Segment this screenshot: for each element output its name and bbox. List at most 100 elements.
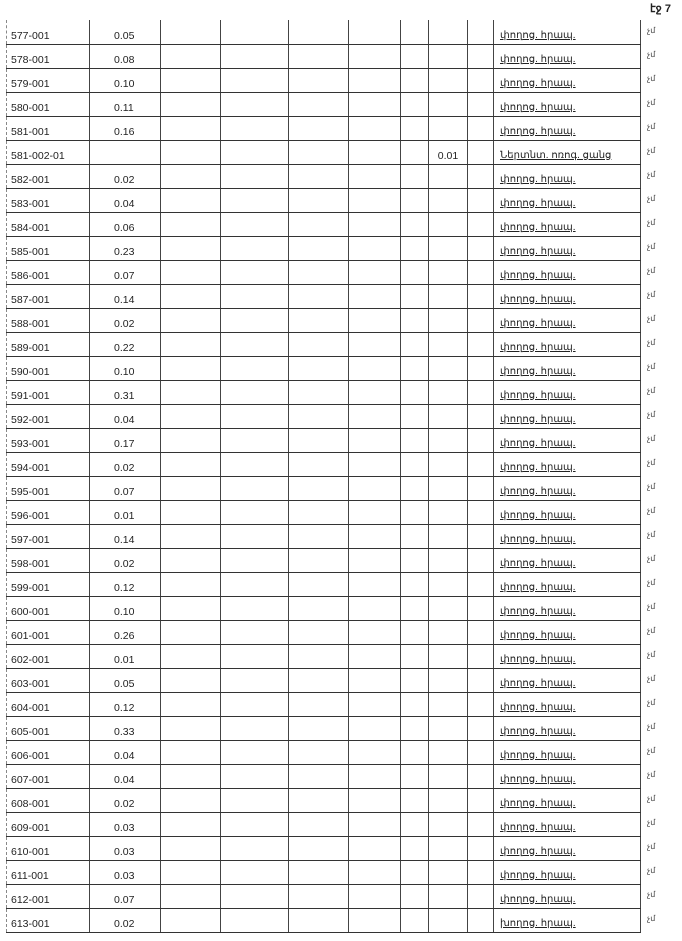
empty-cell [288,836,349,861]
empty-cell [220,644,289,669]
land-use-type-cell: փողոց. հրապ. [493,860,641,885]
other-area-cell: 0.01 [428,140,468,165]
status-mark-cell: չմ [647,146,656,155]
empty-cell [288,812,349,837]
empty-cell [220,380,289,405]
empty-cell [288,740,349,765]
empty-cell [348,740,401,765]
empty-cell [348,44,401,69]
empty-cell [348,836,401,861]
empty-cell [400,788,429,813]
area-cell: 0.03 [89,812,161,837]
parcel-code-cell: 591-001 [6,380,90,405]
table-row: 577-001 0.05 փողոց. հրապ. չմ [6,20,671,45]
empty-cell [467,380,494,405]
empty-cell [220,116,289,141]
table-row: 603-001 0.05 փողոց. հրապ. չմ [6,668,671,693]
empty-cell [288,260,349,285]
table-row: 589-001 0.22 փողոց. հրապ. չմ [6,332,671,357]
parcel-code-cell: 607-001 [6,764,90,789]
other-area-cell [428,308,468,333]
other-area-cell [428,668,468,693]
status-mark-cell: չմ [647,338,656,347]
land-use-type-cell: փողոց. հրապ. [493,20,641,45]
parcel-code-cell: 604-001 [6,692,90,717]
empty-cell [160,644,221,669]
empty-cell [467,596,494,621]
empty-cell [467,236,494,261]
empty-cell [400,836,429,861]
parcel-code-cell: 585-001 [6,236,90,261]
table-row: 586-001 0.07 փողոց. հրապ. չմ [6,260,671,285]
empty-cell [220,452,289,477]
area-cell: 0.23 [89,236,161,261]
empty-cell [160,332,221,357]
table-row: 581-001 0.16 փողոց. հրապ. չմ [6,116,671,141]
empty-cell [288,68,349,93]
empty-cell [467,356,494,381]
area-cell: 0.02 [89,308,161,333]
empty-cell [400,92,429,117]
land-use-type-cell: փողոց. հրապ. [493,284,641,309]
empty-cell [467,884,494,909]
empty-cell [348,308,401,333]
land-parcel-table: 577-001 0.05 փողոց. հրապ. չմ 578-001 0.08 փողո… [6,20,671,933]
empty-cell [160,788,221,813]
empty-cell [467,20,494,45]
empty-cell [160,404,221,429]
empty-cell [400,812,429,837]
empty-cell [160,572,221,597]
empty-cell [160,716,221,741]
parcel-code-cell: 579-001 [6,68,90,93]
area-cell: 0.07 [89,884,161,909]
table-row: 584-001 0.06 փողոց. հրապ. չմ [6,212,671,237]
empty-cell [288,524,349,549]
empty-cell [467,548,494,573]
empty-cell [348,500,401,525]
parcel-code-cell: 590-001 [6,356,90,381]
land-use-type-cell: փողոց. հրապ. [493,644,641,669]
land-use-type-cell: փողոց. հրապ. [493,596,641,621]
area-cell: 0.05 [89,668,161,693]
land-use-type-cell: փողոց. հրապ. [493,164,641,189]
parcel-code-cell: 603-001 [6,668,90,693]
empty-cell [400,116,429,141]
table-row: 590-001 0.10 փողոց. հրապ. չմ [6,356,671,381]
empty-cell [288,164,349,189]
area-cell: 0.04 [89,740,161,765]
empty-cell [160,164,221,189]
empty-cell [467,908,494,933]
empty-cell [288,764,349,789]
area-cell: 0.12 [89,572,161,597]
empty-cell [160,836,221,861]
empty-cell [400,284,429,309]
status-mark-cell: չմ [647,794,656,803]
empty-cell [348,356,401,381]
empty-cell [467,716,494,741]
status-mark-cell: չմ [647,578,656,587]
status-mark-cell: չմ [647,674,656,683]
status-mark-cell: չմ [647,26,656,35]
empty-cell [348,140,401,165]
empty-cell [160,236,221,261]
empty-cell [400,356,429,381]
empty-cell [348,764,401,789]
land-use-type-cell: փողոց. հրապ. [493,836,641,861]
empty-cell [348,188,401,213]
land-use-type-cell: փողոց. հրապ. [493,668,641,693]
empty-cell [400,860,429,885]
area-cell: 0.02 [89,788,161,813]
parcel-code-cell: 581-001 [6,116,90,141]
empty-cell [160,764,221,789]
table-row: 587-001 0.14 փողոց. հրապ. չմ [6,284,671,309]
parcel-code-cell: 580-001 [6,92,90,117]
empty-cell [288,572,349,597]
status-mark-cell: չմ [647,818,656,827]
status-mark-cell: չմ [647,194,656,203]
empty-cell [220,692,289,717]
empty-cell [400,524,429,549]
empty-cell [288,548,349,573]
other-area-cell [428,500,468,525]
empty-cell [220,860,289,885]
parcel-code-cell: 600-001 [6,596,90,621]
